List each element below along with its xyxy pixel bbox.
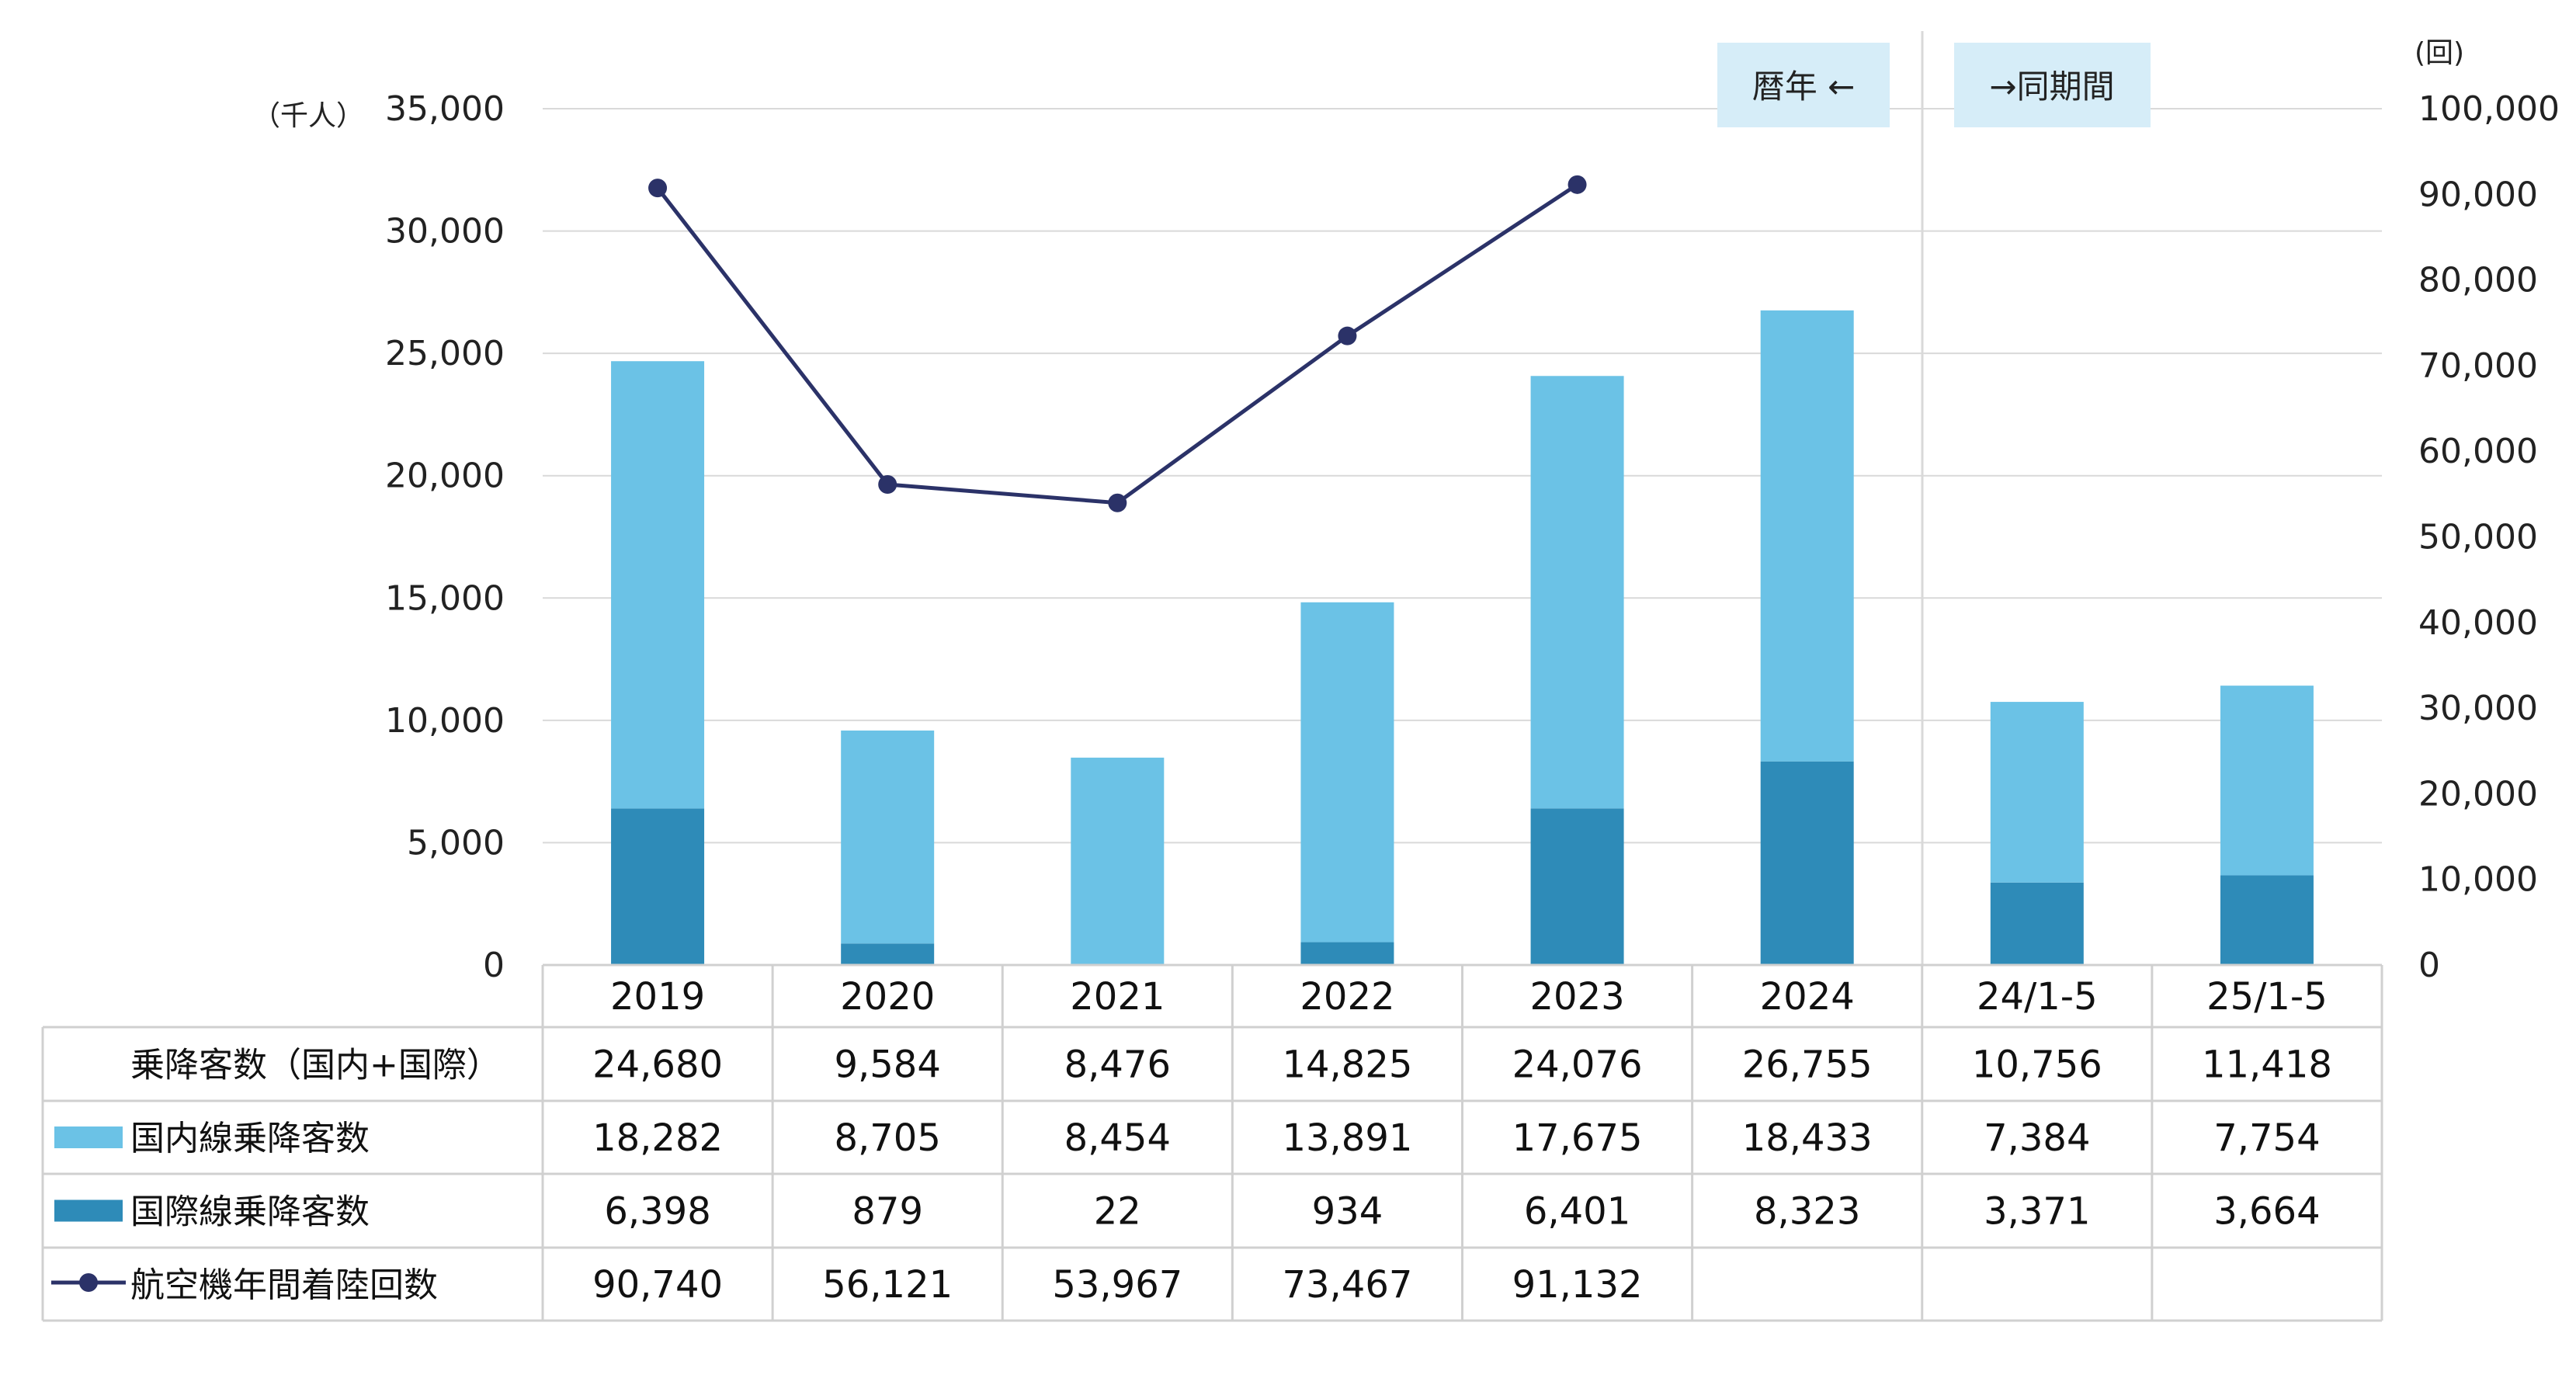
bar-domestic — [1990, 702, 2084, 883]
table-cell: 13,891 — [1282, 1116, 1412, 1160]
landings-line — [648, 175, 1587, 512]
right-tick-label: 30,000 — [2418, 689, 2538, 728]
left-tick-label: 35,000 — [385, 89, 505, 129]
table-cell: 11,418 — [2202, 1043, 2332, 1087]
table-cell: 18,282 — [592, 1116, 723, 1160]
table-cell: 24,680 — [592, 1043, 723, 1087]
landings-point — [1108, 493, 1127, 512]
period-notes: 暦年 ← →同期間 — [1717, 43, 2151, 127]
table-cell: 6,398 — [604, 1190, 710, 1234]
legend-swatch — [54, 1126, 123, 1148]
table-cell: 18,433 — [1742, 1116, 1873, 1160]
right-tick-label: 100,000 — [2418, 89, 2560, 129]
table-cell: 14,825 — [1282, 1043, 1412, 1087]
row-label: 乗降客数（国内+国際） — [130, 1046, 501, 1085]
category-label: 24/1-5 — [1977, 975, 2098, 1019]
category-label: 2020 — [840, 975, 935, 1019]
calendar-year-note: 暦年 ← — [1752, 68, 1856, 106]
table-cell: 3,664 — [2213, 1190, 2320, 1234]
bar-domestic — [1530, 376, 1624, 809]
bar-domestic — [1300, 602, 1394, 943]
table-cell: 10,756 — [1972, 1043, 2102, 1087]
bar-international — [1530, 808, 1624, 965]
table-cell: 90,740 — [592, 1263, 723, 1307]
right-tick-label: 60,000 — [2418, 432, 2538, 471]
table-cell: 53,967 — [1052, 1263, 1182, 1307]
bar-international — [1300, 942, 1394, 965]
right-axis-unit: (回) — [2415, 37, 2464, 69]
left-tick-label: 20,000 — [385, 456, 505, 496]
table-cell: 8,705 — [834, 1116, 940, 1160]
bar-international — [2220, 875, 2314, 965]
data-table: 2019 2020 2021 2022 2023 2024 24/1-5 25/1-5 乗降客数… — [41, 963, 2383, 1322]
table-cell: 934 — [1312, 1190, 1383, 1234]
left-tick-label: 15,000 — [385, 578, 505, 618]
landings-point — [648, 179, 668, 198]
table-cell: 17,675 — [1512, 1116, 1643, 1160]
landings-point — [1338, 326, 1357, 345]
table-cell: 91,132 — [1512, 1263, 1643, 1307]
calendar-year-note-box — [1717, 43, 1890, 127]
left-tick-label: 5,000 — [407, 823, 505, 863]
table-cell: 8,476 — [1064, 1043, 1171, 1087]
table-cell: 24,076 — [1512, 1043, 1643, 1087]
left-tick-label: 25,000 — [385, 334, 505, 373]
right-tick-label: 50,000 — [2418, 518, 2538, 557]
bar-domestic — [1071, 757, 1165, 965]
bar-international — [841, 943, 935, 965]
legend-marker — [79, 1273, 98, 1292]
row-label: 国際線乗降客数 — [130, 1192, 370, 1232]
right-tick-label: 0 — [2418, 946, 2440, 985]
bar-international — [611, 808, 705, 965]
table-cell: 73,467 — [1282, 1263, 1412, 1307]
table-cell: 7,384 — [1984, 1116, 2090, 1160]
landings-polyline — [656, 182, 1578, 505]
table-cell: 56,121 — [822, 1263, 953, 1307]
category-label: 2023 — [1529, 975, 1624, 1019]
table-cell: 3,371 — [1984, 1190, 2090, 1234]
gridlines — [543, 31, 2382, 967]
same-period-note: →同期間 — [1989, 68, 2114, 106]
category-label: 25/1-5 — [2206, 975, 2328, 1019]
legend-swatch — [54, 1199, 123, 1222]
bar-international — [1990, 882, 2084, 965]
table-cell: 7,754 — [2213, 1116, 2320, 1160]
bar-domestic — [2220, 686, 2314, 876]
table-cell: 9,584 — [834, 1043, 940, 1087]
bar-domestic — [611, 361, 705, 809]
category-label: 2019 — [610, 975, 705, 1019]
right-tick-label: 10,000 — [2418, 860, 2538, 900]
right-tick-label: 70,000 — [2418, 346, 2538, 386]
left-axis-unit: （千人） — [252, 100, 364, 132]
table-cell: 879 — [852, 1190, 923, 1234]
right-tick-label: 90,000 — [2418, 175, 2538, 214]
table-cell: 8,454 — [1064, 1116, 1171, 1160]
bar-domestic — [841, 730, 935, 944]
landings-point — [878, 474, 897, 494]
same-period-note-box — [1954, 43, 2151, 127]
landings-point — [1567, 175, 1587, 194]
table-cell: 22 — [1094, 1190, 1141, 1234]
row-label: 国内線乗降客数 — [130, 1119, 370, 1158]
left-tick-label: 0 — [483, 946, 505, 985]
right-tick-label: 80,000 — [2418, 261, 2538, 300]
table-cell: 8,323 — [1754, 1190, 1860, 1234]
table-cell: 26,755 — [1742, 1043, 1873, 1087]
right-tick-label: 20,000 — [2418, 774, 2538, 814]
bar-domestic — [1760, 310, 1854, 762]
right-tick-label: 40,000 — [2418, 603, 2538, 643]
category-label: 2024 — [1760, 975, 1855, 1019]
axes: （千人） (回) 0 5,000 10,000 15,000 20,000 25,000 3… — [252, 37, 2560, 985]
left-tick-label: 30,000 — [385, 212, 505, 252]
bars — [611, 310, 2314, 965]
left-tick-label: 10,000 — [385, 701, 505, 741]
table-cell: 6,401 — [1524, 1190, 1630, 1234]
category-label: 2022 — [1300, 975, 1394, 1019]
bar-international — [1760, 761, 1854, 965]
category-label: 2021 — [1070, 975, 1165, 1019]
row-label: 航空機年間着陸回数 — [130, 1265, 438, 1305]
